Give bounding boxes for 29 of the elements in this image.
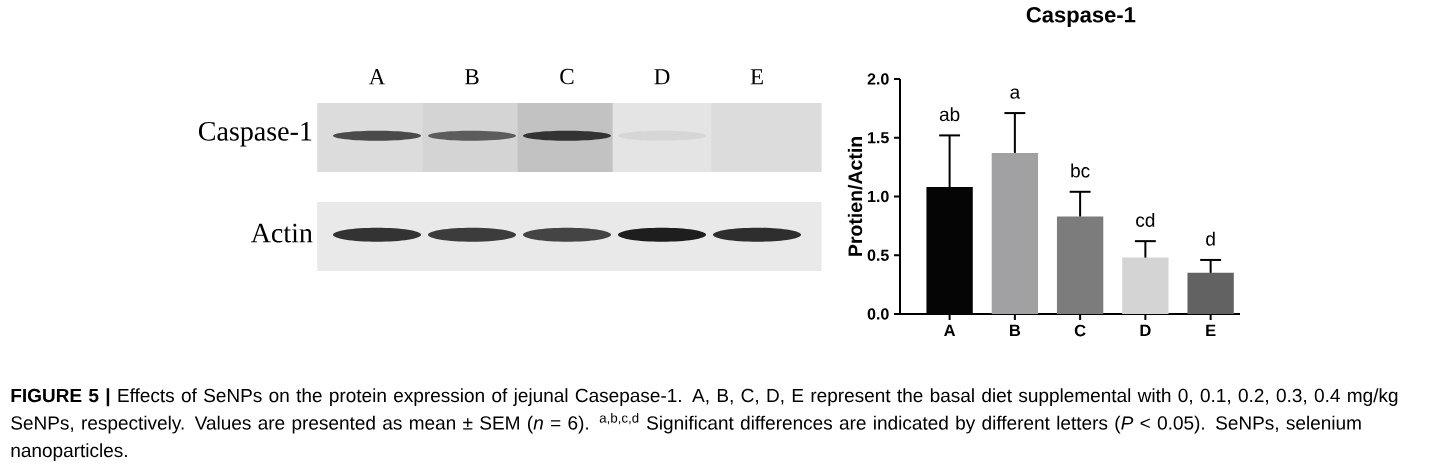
bar xyxy=(1056,216,1104,314)
bar xyxy=(1187,272,1234,314)
x-tick-label: A xyxy=(944,324,956,337)
annotation: cd xyxy=(1136,212,1155,227)
category-label: C xyxy=(560,68,574,85)
chart-title: Caspase-1 xyxy=(1026,6,1136,27)
text: Caspase-1 xyxy=(198,121,312,147)
x-tick-label: C xyxy=(1074,324,1086,337)
annotation: ab xyxy=(939,107,960,122)
text: Actin xyxy=(250,223,313,243)
category-label: A xyxy=(368,69,386,85)
annotation: a xyxy=(1010,88,1021,99)
y-tick-label: 0.5 xyxy=(867,249,889,261)
x-tick-label: E xyxy=(1206,324,1216,337)
y-tick-label: 1.5 xyxy=(868,132,889,144)
annotation: bc xyxy=(1071,163,1090,178)
x-tick-label: B xyxy=(1010,324,1021,337)
y-tick-label: 1.0 xyxy=(868,190,889,203)
y-tick-label: 0.0 xyxy=(867,308,889,320)
bar xyxy=(991,153,1039,314)
x-tick-label: D xyxy=(1140,324,1151,337)
category-label: D xyxy=(654,69,670,85)
category-label: B xyxy=(465,69,479,85)
y-axis-title: Protien/Actin xyxy=(847,137,863,256)
annotation: d xyxy=(1206,231,1215,246)
text: FIGURE 5 | Effects of SeNPs on the protein expression of jejunal Casepase-1. A, B, C, D, E represent the basal diet supplemental with 0, 0.1, 0.2, 0.3, 0.4 mg/kg SeNPs, respectively. Values are presented as mean ± SEM (n = 6). $^{a,b,c,d}$ Significant differences are indicated by different letters (P < 0.05). SeNPs, selenium nanoparticles. xyxy=(11,388,1398,461)
y-tick-label: 2.0 xyxy=(867,73,889,85)
category-label: E xyxy=(750,69,763,85)
bar xyxy=(1122,257,1169,314)
